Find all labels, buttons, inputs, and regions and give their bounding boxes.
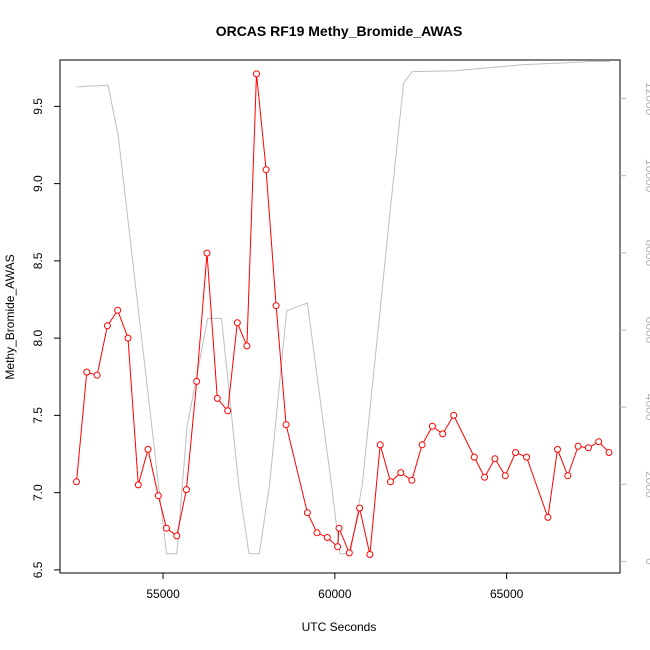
y-left-tick-label: 8.0 bbox=[31, 329, 45, 346]
data-point bbox=[303, 509, 311, 517]
data-point bbox=[335, 524, 343, 532]
y-right-tick-label: 6000 bbox=[643, 317, 650, 344]
y-axis-right: 0 2000 4000 6000 8000 10000 12000 bbox=[620, 82, 650, 565]
data-point bbox=[83, 368, 91, 376]
data-point bbox=[73, 478, 80, 486]
data-point bbox=[233, 319, 241, 327]
y-left-tick-label: 6.5 bbox=[31, 561, 45, 578]
x-axis-label: UTC Seconds bbox=[302, 620, 377, 634]
data-point bbox=[243, 342, 251, 350]
data-point bbox=[481, 473, 489, 481]
data-point bbox=[428, 422, 436, 430]
y-right-tick-label: 2000 bbox=[643, 471, 650, 498]
data-point bbox=[154, 492, 162, 500]
data-point bbox=[439, 430, 447, 438]
data-point bbox=[124, 334, 132, 342]
data-point bbox=[564, 472, 572, 480]
data-point bbox=[356, 504, 364, 512]
plot-frame bbox=[59, 59, 621, 574]
y-right-tick-label: 4000 bbox=[643, 394, 650, 421]
data-point bbox=[470, 453, 478, 461]
data-point bbox=[272, 302, 280, 310]
data-point bbox=[574, 442, 582, 450]
data-point bbox=[262, 166, 270, 174]
data-point bbox=[114, 306, 122, 314]
data-point bbox=[103, 322, 111, 330]
data-point bbox=[554, 445, 561, 453]
data-point bbox=[182, 486, 190, 494]
data-point bbox=[345, 549, 353, 557]
data-point bbox=[512, 449, 520, 456]
data-point bbox=[313, 529, 321, 537]
secondary-series-line bbox=[76, 61, 610, 555]
chart-title: ORCAS RF19 Methy_Bromide_AWAS bbox=[216, 23, 463, 39]
data-point bbox=[605, 449, 613, 456]
data-point bbox=[544, 513, 552, 521]
y-left-tick-label: 9.5 bbox=[31, 98, 45, 115]
data-point bbox=[134, 481, 142, 489]
y-left-tick-label: 8.5 bbox=[31, 252, 45, 269]
y-left-tick-label: 7.0 bbox=[31, 484, 45, 501]
data-point bbox=[491, 455, 499, 463]
x-tick-label: 55000 bbox=[146, 587, 180, 601]
data-point bbox=[366, 551, 374, 558]
y-axis-label: Methy_Bromide_AWAS bbox=[3, 254, 17, 379]
data-point bbox=[387, 478, 394, 486]
data-point bbox=[93, 371, 101, 379]
data-point bbox=[253, 70, 260, 78]
y-right-tick-label: 12000 bbox=[643, 82, 650, 116]
y-right-tick-label: 8000 bbox=[643, 240, 650, 267]
data-point bbox=[501, 472, 509, 480]
series-layer bbox=[73, 61, 613, 558]
data-point bbox=[193, 377, 201, 385]
data-point bbox=[595, 438, 603, 446]
data-point bbox=[163, 524, 170, 532]
data-point bbox=[450, 411, 458, 419]
y-right-tick-label: 0 bbox=[643, 558, 650, 565]
data-point bbox=[173, 532, 181, 540]
data-point bbox=[523, 453, 531, 461]
data-point bbox=[584, 444, 592, 452]
data-point bbox=[418, 441, 426, 449]
data-point bbox=[408, 476, 416, 484]
y-right-tick-label: 10000 bbox=[643, 159, 650, 193]
data-point bbox=[323, 534, 331, 541]
data-point bbox=[397, 469, 405, 477]
y-axis-left: 6.5 7.0 7.5 8.0 8.5 9.0 9.5 bbox=[31, 98, 60, 578]
data-point bbox=[203, 249, 211, 257]
data-point bbox=[144, 445, 152, 453]
y-left-tick-label: 9.0 bbox=[31, 175, 45, 192]
x-tick-label: 60000 bbox=[318, 587, 352, 601]
x-axis: 55000 60000 65000 bbox=[146, 573, 524, 601]
primary-series-line bbox=[76, 73, 610, 555]
data-point bbox=[282, 421, 290, 429]
data-point bbox=[334, 543, 342, 551]
x-tick-label: 65000 bbox=[490, 587, 524, 601]
data-point bbox=[376, 441, 384, 449]
data-point bbox=[224, 407, 232, 415]
data-point bbox=[213, 394, 221, 402]
y-left-tick-label: 7.5 bbox=[31, 407, 45, 424]
